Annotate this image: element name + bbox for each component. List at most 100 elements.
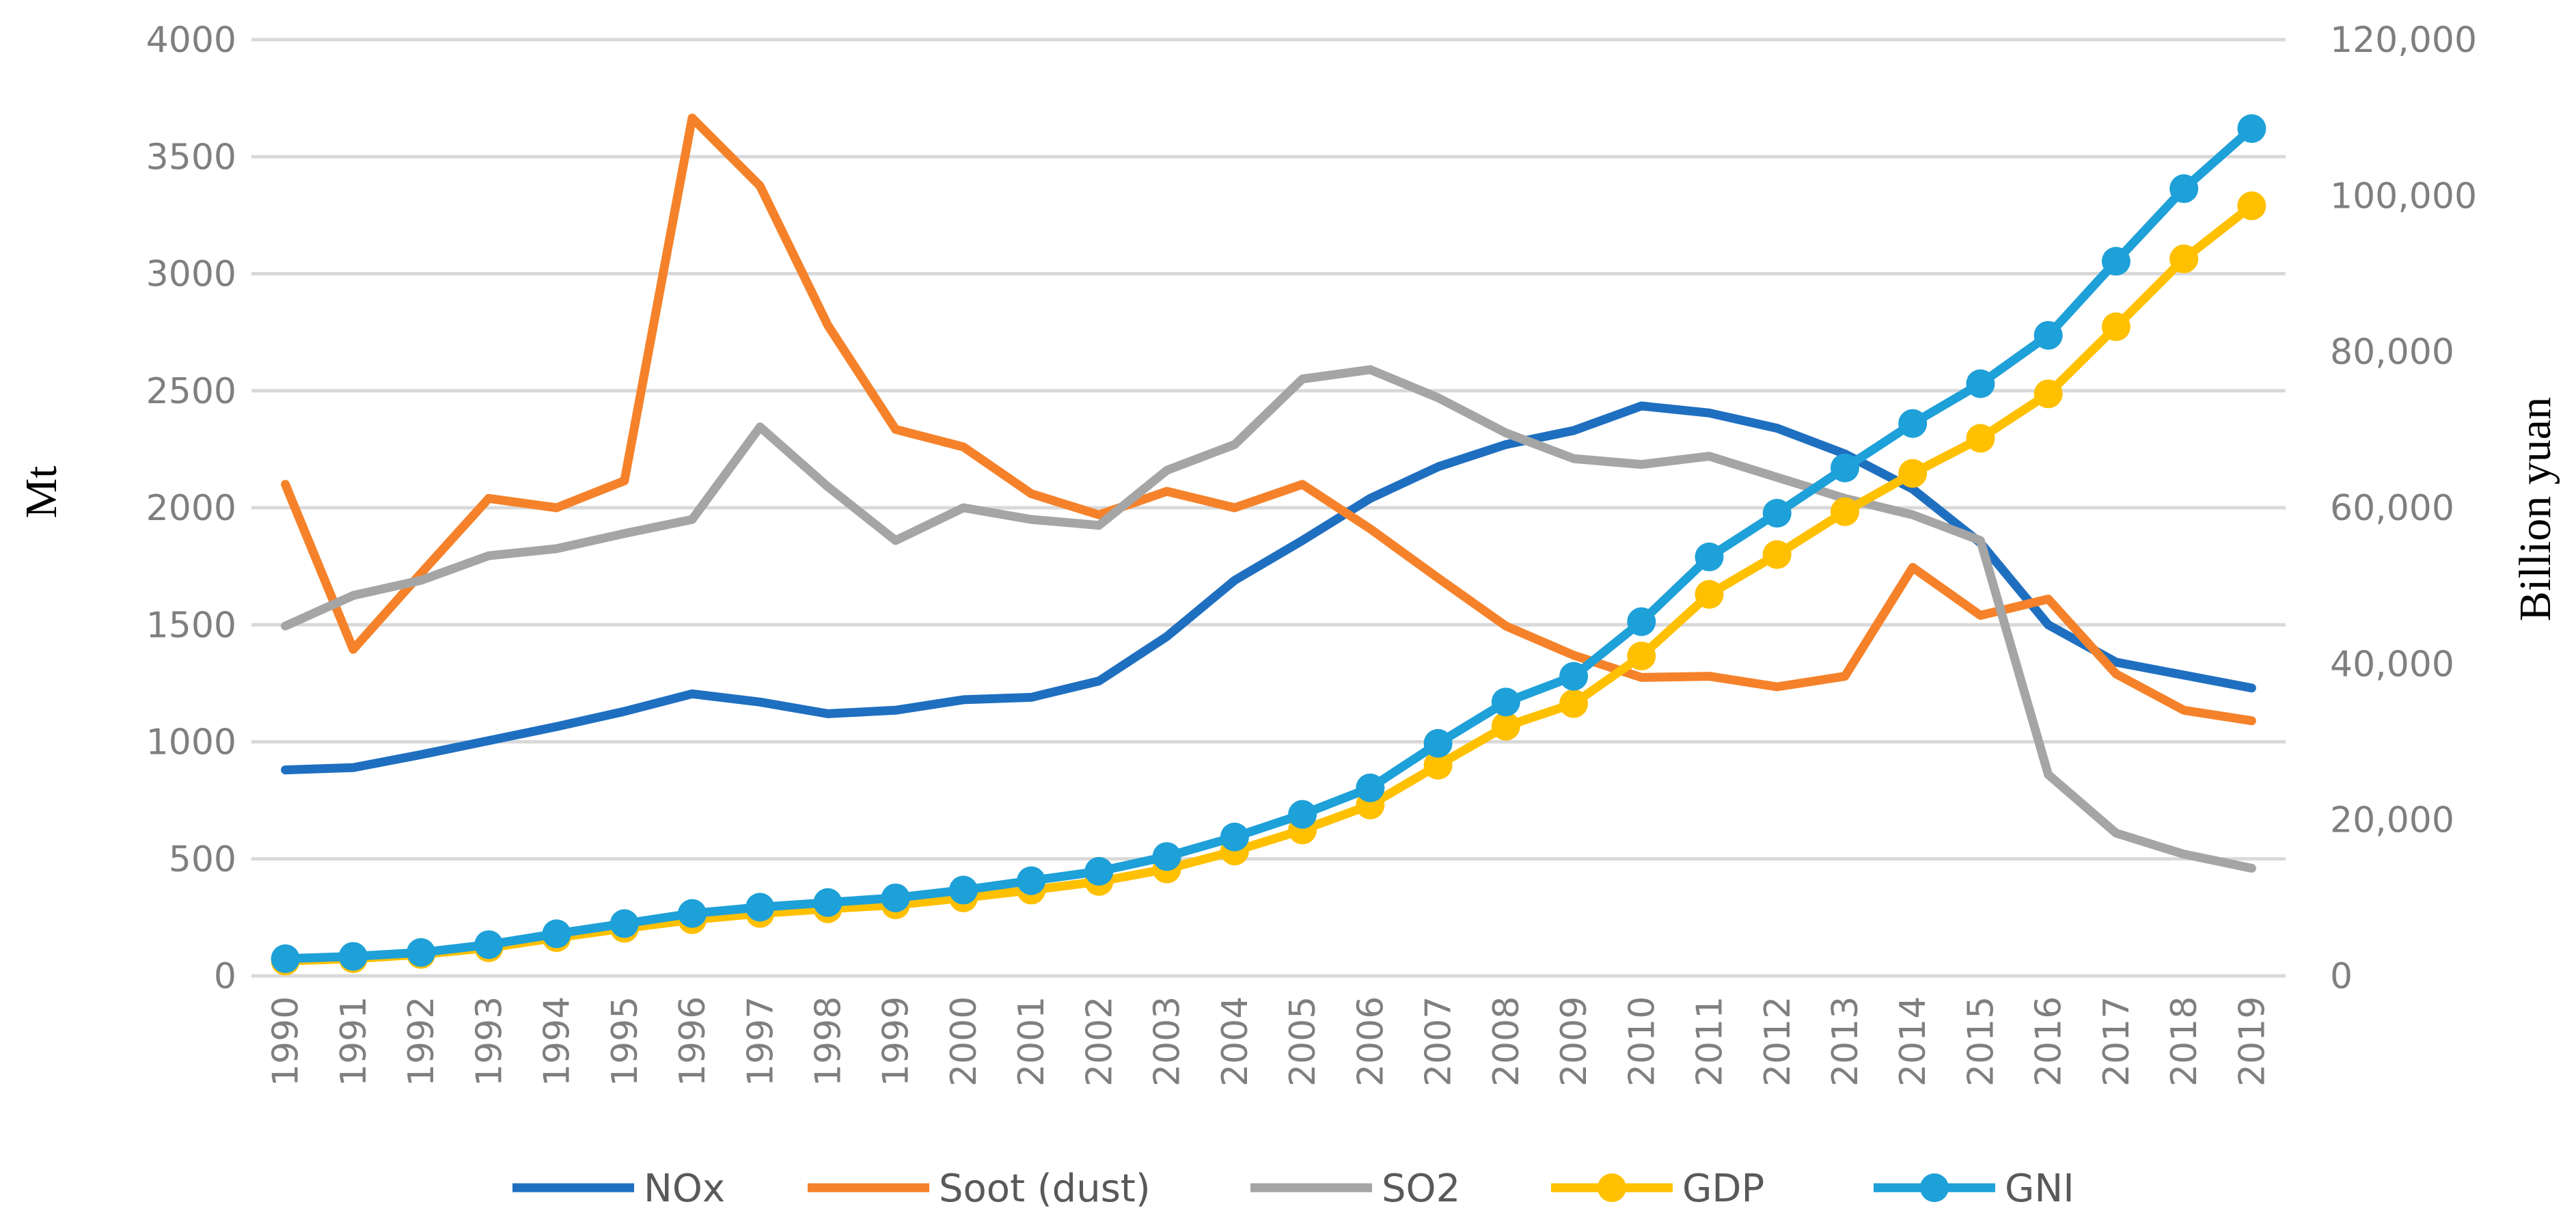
gni-point (1220, 822, 1249, 852)
gni-point (1017, 866, 1046, 895)
gdp-legend-label: GDP (1682, 1167, 1764, 1211)
x-tick-label: 2002 (1079, 996, 1120, 1087)
x-tick-label: 1999 (876, 996, 917, 1087)
gni-point (1084, 857, 1114, 886)
soot-dust-legend-label: Soot (dust) (939, 1167, 1151, 1211)
gni-point (1356, 773, 1385, 802)
gni-point (1491, 687, 1520, 717)
x-tick-label: 1998 (808, 996, 849, 1087)
gdp-line (281, 201, 2256, 966)
x-tick-label: 2019 (2232, 996, 2273, 1087)
gdp-point (1423, 750, 1453, 780)
y-axis-title: Mt (16, 465, 66, 518)
nox-legend-label: NOx (644, 1167, 725, 1211)
gni-legend-label: GNI (2005, 1167, 2074, 1211)
x-tick-label: 2016 (2029, 996, 2070, 1087)
x-tick-label: 2013 (1825, 996, 1866, 1087)
x-tick-label: 2003 (1147, 996, 1188, 1087)
gni-point (2033, 321, 2063, 350)
x-tick-label: 1994 (537, 996, 578, 1087)
x-tick-label: 2001 (1011, 996, 1052, 1087)
x-tick-label: 2006 (1350, 996, 1391, 1087)
y2-tick-label: 120,000 (2330, 20, 2477, 61)
y-tick-label: 500 (169, 839, 236, 880)
gni-point (1288, 800, 1317, 829)
x-tick-label: 1990 (266, 996, 307, 1087)
gni-point (407, 938, 436, 967)
so2-legend-label: SO2 (1382, 1167, 1460, 1211)
gni-point (474, 930, 504, 959)
x-tick-label: 2011 (1690, 996, 1731, 1087)
x-tick-label: 2015 (1960, 996, 2001, 1087)
gni-point (1152, 842, 1181, 871)
gni-point (1830, 453, 1859, 482)
gni-legend-marker (1920, 1173, 1949, 1202)
x-tick-label: 2017 (2096, 996, 2137, 1087)
gni-point (1898, 409, 1928, 438)
x-tick-label: 1992 (401, 996, 442, 1087)
y2-tick-label: 0 (2330, 956, 2353, 997)
gdp-point (2033, 379, 2063, 409)
gni-point (1559, 662, 1589, 691)
x-tick-label: 2018 (2164, 996, 2205, 1087)
gdp-point (2237, 191, 2266, 221)
x-tick-label: 1997 (740, 996, 781, 1087)
nox-line (281, 401, 2256, 775)
gni-point (271, 944, 300, 973)
x-tick-label: 2010 (1621, 996, 1662, 1087)
gni-point (745, 893, 775, 922)
gni-point (813, 888, 842, 917)
y2-tick-label: 100,000 (2330, 176, 2477, 217)
gni-point (1627, 607, 1656, 636)
y-tick-label: 4000 (146, 20, 236, 61)
left-axis-ticks: 0 500 1000 1500 2000 2500 3000 3500 4000 (146, 20, 236, 997)
x-axis-ticks: 1990 1991 1992 1993 1994 1995 1996 1997 1998 1999… (266, 996, 2273, 1087)
x-tick-label: 2009 (1554, 996, 1595, 1087)
y2-tick-label: 60,000 (2330, 488, 2454, 529)
right-axis-ticks: 0 20,000 40,000 60,000 80,000 100,000 120,000 (2330, 20, 2477, 997)
x-tick-label: 2007 (1419, 996, 1460, 1087)
gni-point (881, 883, 910, 912)
x-tick-label: 1991 (333, 996, 374, 1087)
x-tick-label: 2012 (1757, 996, 1798, 1087)
gdp-point (1695, 580, 1724, 609)
gni-point (948, 875, 978, 905)
y-tick-label: 1000 (146, 722, 236, 763)
so2-line (281, 365, 2256, 873)
x-tick-label: 2004 (1215, 996, 1256, 1087)
gdp-point (1830, 497, 1859, 526)
gni-point (1966, 369, 1995, 398)
gdp-point (1559, 689, 1589, 718)
y2-tick-label: 40,000 (2330, 644, 2454, 685)
gridlines (251, 38, 2286, 978)
gdp-point (1966, 424, 1995, 453)
gdp-point (2101, 312, 2130, 342)
gdp-point (1491, 711, 1520, 741)
x-tick-label: 2005 (1283, 996, 1324, 1087)
gdp-point (2169, 244, 2199, 273)
gni-point (678, 899, 707, 928)
series-layer (271, 113, 2266, 976)
gni-point (609, 909, 639, 938)
x-tick-label: 2008 (1486, 996, 1527, 1087)
soot-dust-line (281, 113, 2256, 726)
gni-point (542, 919, 571, 949)
y-tick-label: 2500 (146, 371, 236, 412)
y2-tick-label: 80,000 (2330, 332, 2454, 373)
x-tick-label: 1995 (605, 996, 646, 1087)
gni-point (1695, 542, 1724, 571)
y-tick-label: 3500 (146, 137, 236, 178)
y-tick-label: 3000 (146, 254, 236, 295)
gni-point (2101, 247, 2130, 276)
gni-point (338, 942, 368, 971)
gdp-point (1627, 641, 1656, 670)
x-tick-label: 1993 (469, 996, 510, 1087)
gni-point (1762, 498, 1792, 528)
y-tick-label: 2000 (146, 488, 236, 529)
x-tick-label: 1996 (672, 996, 713, 1087)
gni-point (2237, 114, 2266, 144)
gdp-legend-marker (1598, 1173, 1626, 1202)
gni-point (2169, 174, 2199, 204)
y2-axis-title: Billion yuan (2510, 397, 2560, 621)
